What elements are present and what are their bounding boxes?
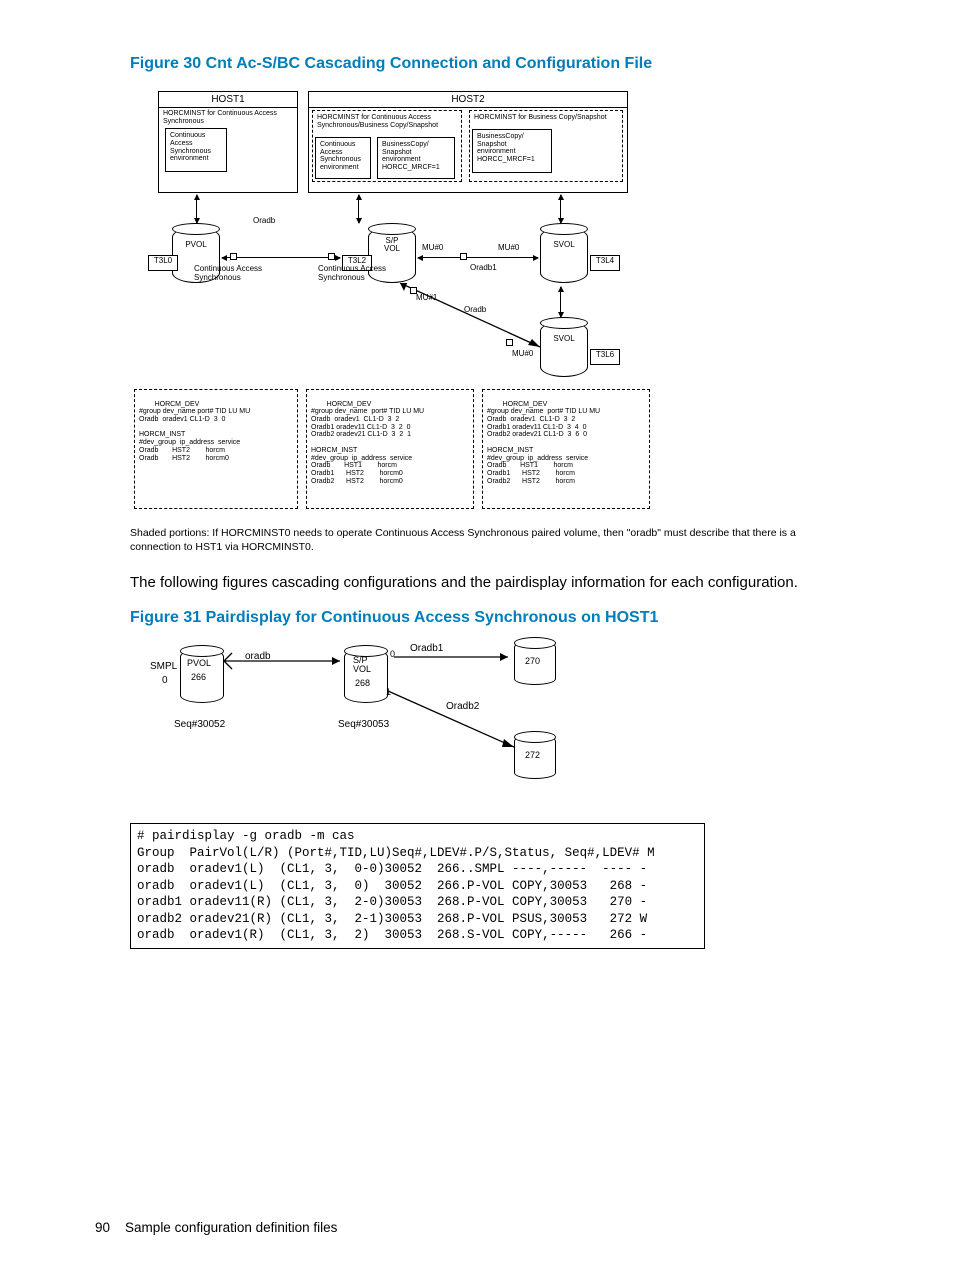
sq [506,339,513,346]
figure30: HOST1 HORCMINST for Continuous Access Sy… [130,87,810,554]
t3l4: T3L4 [590,255,620,271]
spvol2: S/P VOL 268 [344,649,388,703]
footer-text: Sample configuration definition files [125,1220,337,1235]
svol1-cyl: SVOL [540,227,588,283]
host2-sync-env: Continuous Access Synchronous environmen… [315,137,371,179]
arrow [560,287,561,317]
sq [230,253,237,260]
n272: 272 [525,750,540,760]
page-number: 90 [95,1220,110,1235]
host2-bc-block: HORCMINST for Business Copy/Snapshot Bus… [469,110,623,182]
mu1: MU#1 [416,293,437,302]
zero: 0 [162,675,168,686]
arrow [196,195,197,223]
c270: 270 [514,641,556,685]
oradb1: Oradb1 [470,263,497,272]
host2-bc-env2: BusinessCopy/ Snapshot environment HORCC… [472,129,552,173]
t3l0: T3L0 [148,255,178,271]
host1-env: Continuous Access Synchronous environmen… [165,128,227,172]
figure30-note: Shaded portions: If HORCMINST0 needs to … [130,527,810,554]
n270: 270 [525,656,540,666]
horcm1: HORCM_DEV #group dev_name port# TID LU M… [134,389,298,509]
arrow [418,257,538,258]
figure30-title: Figure 30 Cnt Ac-S/BC Cascading Connecti… [130,55,859,73]
oradb1-31: Oradb1 [410,643,443,654]
host2-sync-inst: HORCMINST for Continuous Access Synchron… [317,114,457,129]
spvol2-n: 268 [355,678,370,688]
between-text: The following figures cascading configur… [130,572,859,593]
host2-box: HOST2 HORCMINST for Continuous Access Sy… [308,91,628,193]
page-footer: 90 Sample configuration definition files [95,1220,337,1235]
mu0c: MU#0 [512,349,533,358]
smpl: SMPL [150,661,177,672]
pvol2-n: 266 [191,672,206,682]
host1-inst: HORCMINST for Continuous Access Synchron… [163,110,293,125]
mu0a: MU#0 [422,243,443,252]
host1-box: HOST1 HORCMINST for Continuous Access Sy… [158,91,298,193]
spvol2-l: S/P VOL [353,656,371,674]
arr31a [222,649,347,689]
horcm3: HORCM_DEV #group dev_name port# TID LU M… [482,389,650,509]
pvol2: PVOL 266 [180,649,224,703]
arrow [560,195,561,223]
host2-label: HOST2 [309,92,627,108]
oradb-b: Oradb [464,305,486,314]
host2-bc-inst: HORCMINST for Business Copy/Snapshot [474,114,618,122]
arrow [358,195,359,223]
ca1: Continuous Access Synchronous [194,265,262,283]
host1-label: HOST1 [159,92,297,108]
host2-bc-env: BusinessCopy/ Snapshot environment HORCC… [377,137,455,179]
pvol-label: PVOL [173,240,219,249]
c272: 272 [514,735,556,779]
sq [460,253,467,260]
t3l6: T3L6 [590,349,620,365]
pairdisplay-output: # pairdisplay -g oradb -m cas Group Pair… [130,823,705,949]
host2-sync-block: HORCMINST for Continuous Access Synchron… [312,110,462,182]
arr31b [386,651,516,669]
pvol2-l: PVOL [187,658,211,668]
ca2: Continuous Access Synchronous [318,265,386,283]
sq [328,253,335,260]
arr31c [386,689,526,757]
seq2: Seq#30053 [338,719,389,730]
figure31: PVOL 266 SMPL 0 oradb Seq#30052 S/P VOL … [150,641,590,811]
figure31-title: Figure 31 Pairdisplay for Continuous Acc… [130,609,859,627]
mu0b: MU#0 [498,243,519,252]
spvol-label: S/P VOL [369,237,415,253]
oradb2-31: Oradb2 [446,701,479,712]
seq1: Seq#30052 [174,719,225,730]
oradb-a: Oradb [253,216,275,225]
arrow [222,257,340,258]
horcm2: HORCM_DEV #group dev_name port# TID LU M… [306,389,474,509]
svol1-label: SVOL [541,240,587,249]
